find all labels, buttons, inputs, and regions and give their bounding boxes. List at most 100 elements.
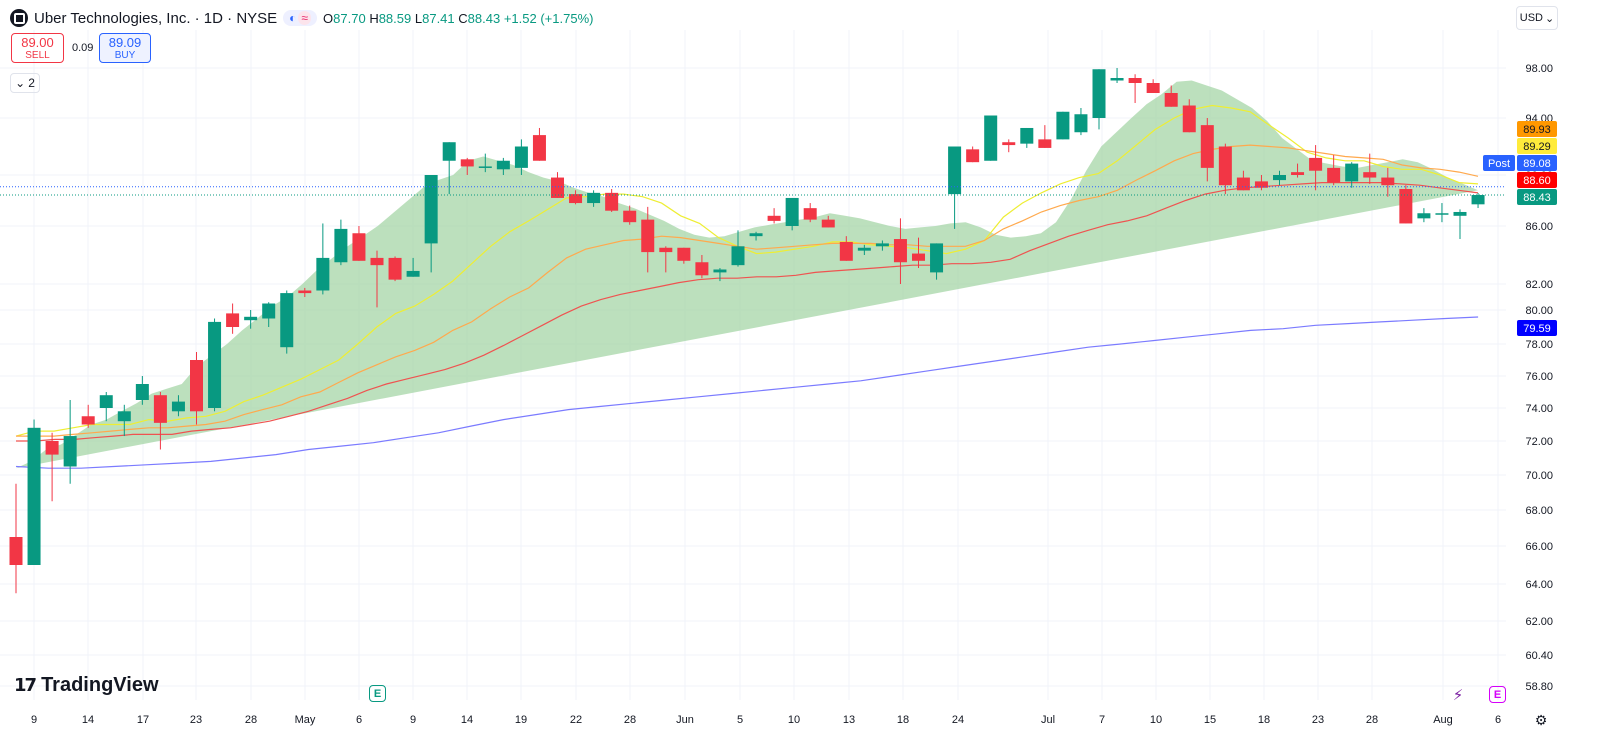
price-marker-badge bbox=[1517, 172, 1557, 188]
candle-body bbox=[190, 360, 203, 412]
moving-average-line-2 bbox=[16, 144, 1479, 437]
candle-body bbox=[81, 416, 95, 425]
x-tick-label: 15 bbox=[1204, 714, 1216, 726]
price-marker-label: 88.43 bbox=[1523, 192, 1551, 204]
buy-button[interactable]: 89.09 BUY bbox=[99, 33, 151, 63]
candle-body bbox=[1110, 78, 1124, 81]
candle-body bbox=[1020, 127, 1034, 144]
price-marker-badge bbox=[1517, 121, 1557, 137]
low-value: 87.41 bbox=[422, 10, 455, 26]
candle-body bbox=[893, 239, 907, 263]
x-tick-label: 14 bbox=[461, 714, 473, 726]
x-tick-label: 23 bbox=[1312, 714, 1324, 726]
candle-body bbox=[605, 192, 619, 211]
price-marker-badge bbox=[1517, 138, 1557, 154]
candle-body bbox=[117, 411, 131, 422]
candle-body bbox=[1164, 93, 1178, 107]
x-tick-label: 22 bbox=[570, 714, 582, 726]
upcoming-earnings-icon[interactable]: E bbox=[1489, 686, 1506, 703]
candle-body bbox=[262, 303, 276, 319]
candle-body bbox=[966, 149, 980, 163]
candle-body bbox=[623, 210, 637, 223]
x-tick-label: May bbox=[295, 714, 316, 726]
y-tick-label: 68.00 bbox=[1525, 505, 1553, 517]
sell-button[interactable]: 89.00 SELL bbox=[11, 33, 64, 63]
candle-body bbox=[749, 233, 763, 237]
symbol-title[interactable]: Uber Technologies, Inc. · 1D · NYSE bbox=[34, 9, 278, 27]
candle-body bbox=[352, 233, 366, 261]
moving-average-line-4 bbox=[15, 316, 1479, 469]
candle-body bbox=[839, 241, 853, 261]
price-marker-badge bbox=[1517, 155, 1557, 171]
candle-body bbox=[803, 208, 817, 220]
x-tick-label: 5 bbox=[737, 714, 743, 726]
y-tick-label: 58.80 bbox=[1525, 681, 1553, 693]
x-tick-label: 24 bbox=[952, 714, 964, 726]
candle-body bbox=[1471, 195, 1485, 205]
indicators-toggle[interactable]: ⌄ 2 bbox=[10, 73, 40, 93]
ema-ribbon-area bbox=[16, 80, 1478, 469]
symbol-logo-icon bbox=[10, 9, 28, 27]
post-tag-badge bbox=[1483, 155, 1515, 171]
lightning-icon[interactable]: ⚡ bbox=[1452, 687, 1464, 704]
candle-body bbox=[677, 247, 691, 261]
chevron-down-icon: ⌄ bbox=[15, 76, 26, 90]
y-tick-label: 62.00 bbox=[1525, 616, 1553, 628]
market-status-pill[interactable]: ◐ ≈ bbox=[283, 10, 318, 26]
candle-body bbox=[45, 441, 59, 455]
candle-body bbox=[1236, 177, 1250, 191]
open-label: O bbox=[323, 10, 334, 26]
candle-body bbox=[478, 166, 492, 168]
candle-body bbox=[930, 243, 944, 273]
x-tick-label: 9 bbox=[410, 714, 416, 726]
candle-body bbox=[1309, 157, 1323, 171]
x-tick-label: 9 bbox=[31, 714, 37, 726]
y-tick-label: 60.40 bbox=[1525, 650, 1553, 662]
candle-body bbox=[984, 115, 998, 161]
candle-body bbox=[948, 146, 962, 195]
x-tick-label: Jul bbox=[1041, 714, 1055, 726]
price-marker-label: 88.60 bbox=[1523, 175, 1551, 187]
y-tick-label: 80.00 bbox=[1525, 305, 1553, 317]
candle-body bbox=[1381, 177, 1395, 186]
x-tick-label: 14 bbox=[82, 714, 94, 726]
candle-body bbox=[532, 135, 546, 161]
x-tick-label: 10 bbox=[788, 714, 800, 726]
candle-body bbox=[514, 146, 528, 168]
y-tick-label: 82.00 bbox=[1525, 279, 1553, 291]
candle-body bbox=[551, 177, 564, 198]
spread-value: 0.09 bbox=[72, 42, 94, 54]
candle-body bbox=[1254, 181, 1268, 188]
candle-body bbox=[226, 313, 240, 327]
chevron-down-icon: ⌄ bbox=[1545, 12, 1555, 25]
candle-body bbox=[280, 293, 294, 348]
candle-body bbox=[63, 436, 77, 467]
currency-selector[interactable]: USD ⌄ bbox=[1516, 6, 1558, 30]
tradingview-logo[interactable]: 𝟭𝟳 TradingView bbox=[14, 674, 159, 697]
x-tick-label: 28 bbox=[245, 714, 257, 726]
candle-body bbox=[569, 194, 583, 204]
earnings-event-icon[interactable]: E bbox=[369, 685, 386, 702]
candle-body bbox=[208, 321, 222, 408]
candle-body bbox=[298, 290, 312, 294]
candle-body bbox=[1435, 213, 1449, 215]
candle-body bbox=[1218, 146, 1232, 186]
x-tick-label: 28 bbox=[1366, 714, 1378, 726]
settings-gear-icon[interactable]: ⚙ bbox=[1534, 711, 1548, 728]
candle-body bbox=[316, 257, 330, 291]
candle-body bbox=[1363, 172, 1377, 178]
candle-body bbox=[1092, 69, 1106, 118]
price-marker-badge bbox=[1517, 320, 1557, 336]
candle-body bbox=[1038, 139, 1052, 148]
brand-name: TradingView bbox=[41, 674, 159, 696]
y-tick-label: 66.00 bbox=[1525, 541, 1553, 553]
candle-body bbox=[875, 243, 889, 247]
candle-body bbox=[99, 395, 113, 408]
candle-body bbox=[1200, 125, 1214, 168]
candle-body bbox=[695, 262, 709, 276]
candle-body bbox=[153, 395, 167, 423]
buy-label: BUY bbox=[114, 50, 136, 61]
close-label: C bbox=[458, 10, 468, 26]
candle-body bbox=[1146, 83, 1160, 93]
